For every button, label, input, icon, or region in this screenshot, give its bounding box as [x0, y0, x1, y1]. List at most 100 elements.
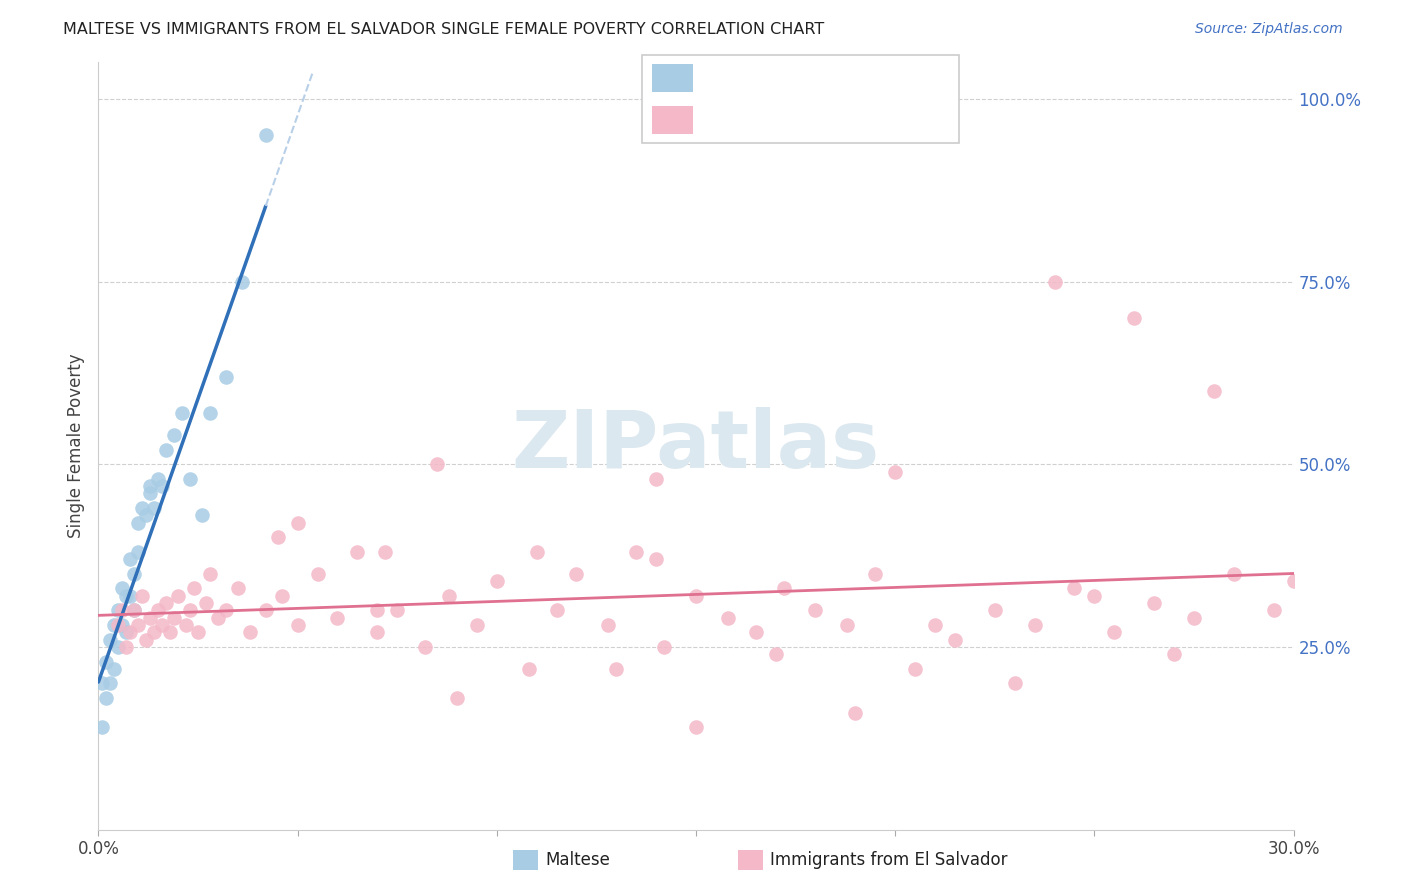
- Point: [765, 647, 787, 661]
- Point: [179, 472, 201, 486]
- Point: [546, 603, 568, 617]
- Point: [167, 589, 190, 603]
- Point: [904, 662, 927, 676]
- Point: [91, 720, 114, 734]
- Point: [155, 442, 177, 457]
- Point: [187, 625, 209, 640]
- Point: [1182, 610, 1205, 624]
- Point: [465, 618, 488, 632]
- Point: [115, 640, 138, 654]
- Point: [1223, 566, 1246, 581]
- Point: [884, 465, 907, 479]
- Point: [254, 603, 277, 617]
- Point: [426, 457, 449, 471]
- Point: [127, 516, 149, 530]
- Point: [626, 545, 648, 559]
- Point: [1043, 275, 1066, 289]
- Point: [124, 603, 146, 617]
- Point: [1263, 603, 1285, 617]
- Point: [226, 582, 249, 596]
- Point: [124, 566, 146, 581]
- Point: [231, 275, 253, 289]
- Point: [111, 618, 134, 632]
- Point: [1282, 574, 1305, 589]
- Text: Source: ZipAtlas.com: Source: ZipAtlas.com: [1195, 22, 1343, 37]
- Text: ZIPatlas: ZIPatlas: [512, 407, 880, 485]
- Point: [924, 618, 946, 632]
- Point: [115, 589, 138, 603]
- Point: [155, 596, 177, 610]
- Point: [254, 128, 277, 143]
- Point: [267, 530, 290, 544]
- Point: [135, 632, 157, 647]
- Point: [1104, 625, 1126, 640]
- Point: [1004, 676, 1026, 690]
- Point: [111, 582, 134, 596]
- Point: [413, 640, 436, 654]
- Point: [131, 501, 153, 516]
- Point: [120, 552, 142, 566]
- Point: [127, 545, 149, 559]
- Point: [148, 603, 170, 617]
- Point: [139, 486, 162, 500]
- Point: [645, 552, 668, 566]
- Point: [143, 625, 166, 640]
- Point: [1343, 589, 1365, 603]
- Point: [96, 691, 118, 706]
- Point: [385, 603, 409, 617]
- Point: [96, 655, 118, 669]
- Point: [685, 720, 707, 734]
- Point: [139, 479, 162, 493]
- Text: Immigrants from El Salvador: Immigrants from El Salvador: [770, 851, 1008, 869]
- Point: [598, 618, 620, 632]
- Point: [120, 589, 142, 603]
- Point: [103, 618, 125, 632]
- Point: [107, 603, 129, 617]
- Point: [1302, 618, 1324, 632]
- Point: [98, 676, 122, 690]
- Point: [943, 632, 966, 647]
- Point: [98, 632, 122, 647]
- Point: [1063, 582, 1085, 596]
- Y-axis label: Single Female Poverty: Single Female Poverty: [66, 354, 84, 538]
- Point: [198, 566, 221, 581]
- Point: [804, 603, 827, 617]
- Point: [1123, 311, 1146, 326]
- Point: [1083, 589, 1105, 603]
- Point: [198, 406, 221, 420]
- Point: [207, 610, 229, 624]
- Point: [374, 545, 396, 559]
- Point: [717, 610, 740, 624]
- Point: [179, 603, 201, 617]
- Point: [107, 618, 129, 632]
- Point: [103, 662, 125, 676]
- Point: [239, 625, 262, 640]
- Point: [287, 618, 309, 632]
- Point: [139, 610, 162, 624]
- Text: MALTESE VS IMMIGRANTS FROM EL SALVADOR SINGLE FEMALE POVERTY CORRELATION CHART: MALTESE VS IMMIGRANTS FROM EL SALVADOR S…: [63, 22, 824, 37]
- Point: [191, 508, 214, 523]
- Point: [287, 516, 309, 530]
- Point: [307, 566, 329, 581]
- Point: [143, 501, 166, 516]
- Point: [685, 589, 707, 603]
- Point: [837, 618, 859, 632]
- Point: [111, 603, 134, 617]
- Point: [1382, 545, 1405, 559]
- Point: [1143, 596, 1166, 610]
- Point: [346, 545, 368, 559]
- Point: [163, 428, 186, 442]
- Point: [605, 662, 627, 676]
- Point: [865, 566, 887, 581]
- Point: [517, 662, 540, 676]
- Point: [1024, 618, 1046, 632]
- Point: [485, 574, 508, 589]
- Point: [115, 625, 138, 640]
- Point: [772, 582, 794, 596]
- Point: [131, 589, 153, 603]
- Point: [215, 369, 238, 384]
- Point: [526, 545, 548, 559]
- Point: [1163, 647, 1185, 661]
- Point: [120, 625, 142, 640]
- Point: [437, 589, 460, 603]
